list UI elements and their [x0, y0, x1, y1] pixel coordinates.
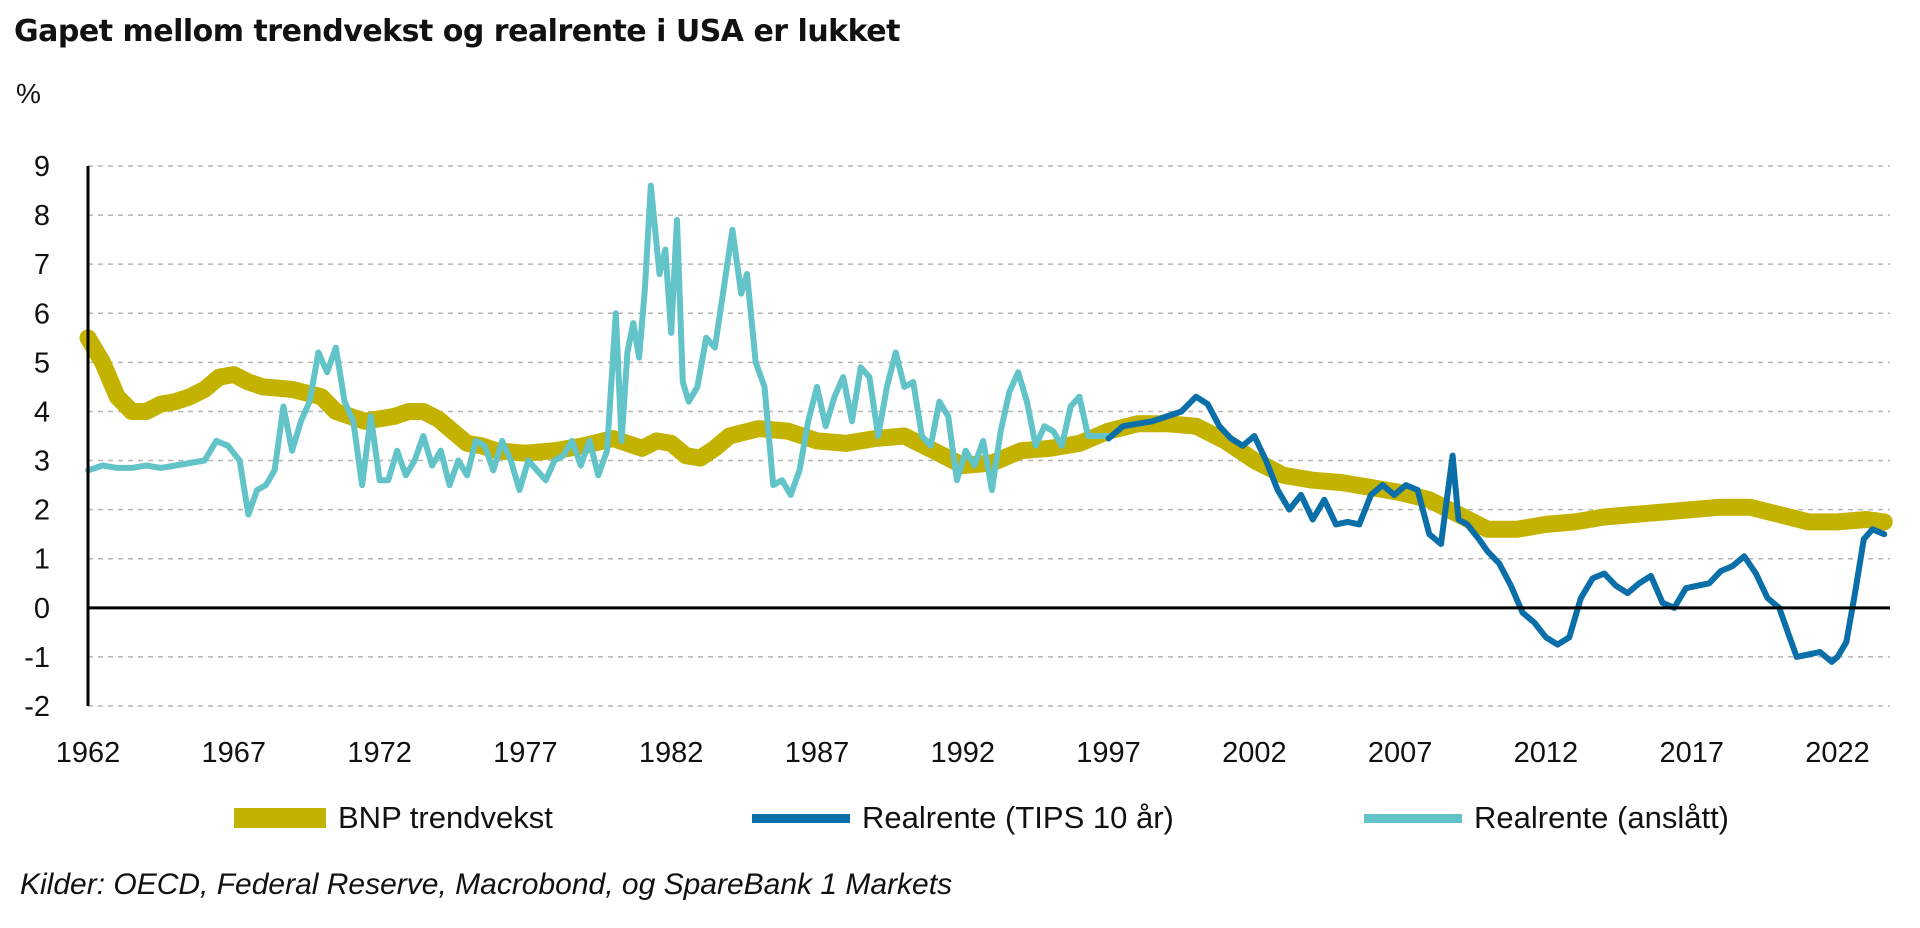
y-tick-label: 7 [34, 249, 50, 281]
legend-swatch-estimated [1364, 813, 1462, 823]
legend-label-trend: BNP trendvekst [338, 800, 553, 835]
y-tick-label: 8 [34, 200, 50, 232]
y-tick-label: 3 [34, 446, 50, 478]
x-tick-label: 2022 [1805, 737, 1870, 769]
legend-swatch-trend [234, 808, 326, 828]
series-line-trend [79, 329, 1893, 538]
series-line-tips [1105, 393, 1888, 665]
series-line-estimated [85, 182, 1112, 518]
x-tick-label: 1962 [56, 737, 121, 769]
x-tick-label: 1987 [785, 737, 850, 769]
y-tick-label: 0 [34, 593, 50, 625]
source-note: Kilder: OECD, Federal Reserve, Macrobond… [20, 868, 953, 901]
legend-label-tips: Realrente (TIPS 10 år) [862, 800, 1174, 835]
chart-title: Gapet mellom trendvekst og realrente i U… [14, 14, 900, 49]
y-axis-unit-label: % [16, 78, 41, 109]
legend-item-estimated: Realrente (anslått) [1364, 800, 1729, 836]
x-tick-label: 1992 [930, 737, 995, 769]
y-tick-label: 4 [34, 396, 50, 428]
y-tick-label: 2 [34, 495, 50, 527]
legend: BNP trendvekst Realrente (TIPS 10 år) Re… [0, 800, 1920, 850]
x-tick-label: 2012 [1514, 737, 1579, 769]
y-tick-label: 6 [34, 298, 50, 330]
y-tick-label: -1 [24, 642, 50, 674]
x-tick-label: 1967 [202, 737, 267, 769]
x-tick-label: 1982 [639, 737, 704, 769]
y-tick-label: 9 [34, 151, 50, 183]
y-tick-label: 5 [34, 347, 50, 379]
x-tick-label: 2007 [1368, 737, 1433, 769]
x-tick-label: 2017 [1659, 737, 1724, 769]
y-tick-label: -2 [24, 691, 50, 723]
x-tick-label: 1972 [347, 737, 412, 769]
x-tick-label: 1997 [1076, 737, 1141, 769]
x-axis-tick-labels: 1962 1967 1972 1977 1982 1987 1992 1997 2002 2007… [56, 737, 1870, 769]
legend-item-trend: BNP trendvekst [234, 800, 553, 836]
x-tick-label: 2002 [1222, 737, 1287, 769]
x-tick-label: 1977 [493, 737, 558, 769]
legend-label-estimated: Realrente (anslått) [1474, 800, 1730, 835]
legend-item-tips: Realrente (TIPS 10 år) [752, 800, 1174, 836]
y-axis-tick-labels: -2 -1 0 1 2 3 4 5 6 7 8 9 [24, 151, 50, 723]
y-tick-label: 1 [34, 544, 50, 576]
legend-swatch-tips [752, 813, 850, 823]
series-lines [79, 182, 1893, 665]
